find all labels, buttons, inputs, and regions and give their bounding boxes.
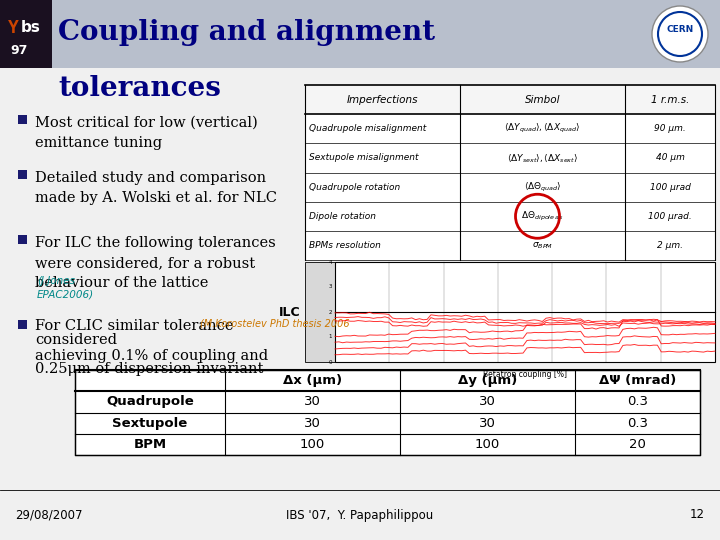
Text: $\langle\Delta Y_{sext}\rangle, \langle\Delta X_{sext}\rangle$: $\langle\Delta Y_{sext}\rangle, \langle\… bbox=[507, 152, 578, 164]
Text: (M.Korostelev PhD thesis 2006: (M.Korostelev PhD thesis 2006 bbox=[200, 319, 350, 329]
FancyBboxPatch shape bbox=[305, 262, 335, 362]
Text: For CLIC similar tolerance: For CLIC similar tolerance bbox=[35, 319, 233, 333]
Text: bs: bs bbox=[21, 21, 41, 36]
Text: BPM: BPM bbox=[133, 438, 166, 451]
Text: Dipole rotation: Dipole rotation bbox=[309, 212, 376, 221]
Text: BPMs resolution: BPMs resolution bbox=[309, 241, 381, 250]
Text: 2 μm.: 2 μm. bbox=[657, 241, 683, 250]
Text: Most critical for low (vertical)
emittance tuning: Most critical for low (vertical) emittan… bbox=[35, 116, 258, 150]
Text: Imperfections: Imperfections bbox=[347, 94, 418, 105]
Text: 90 μm.: 90 μm. bbox=[654, 124, 686, 133]
Text: (J.Jones
EPAC2006): (J.Jones EPAC2006) bbox=[37, 276, 94, 300]
FancyBboxPatch shape bbox=[0, 0, 720, 68]
Text: 3: 3 bbox=[328, 285, 332, 289]
Text: achieving 0.1% of coupling and: achieving 0.1% of coupling and bbox=[35, 349, 268, 363]
Text: Simbol: Simbol bbox=[525, 94, 560, 105]
Text: tolerances: tolerances bbox=[58, 75, 221, 102]
Text: Y: Y bbox=[8, 19, 19, 37]
Text: 4: 4 bbox=[328, 260, 332, 265]
Text: 0.3: 0.3 bbox=[627, 395, 648, 408]
Text: Sextupole: Sextupole bbox=[112, 417, 188, 430]
Text: ILC: ILC bbox=[279, 306, 300, 319]
FancyBboxPatch shape bbox=[75, 370, 700, 455]
Text: 12: 12 bbox=[690, 509, 705, 522]
Text: CERN: CERN bbox=[667, 25, 693, 35]
Text: Sextupole misalignment: Sextupole misalignment bbox=[309, 153, 418, 163]
Text: Betatron coupling [%]: Betatron coupling [%] bbox=[483, 370, 567, 379]
Text: considered: considered bbox=[35, 333, 117, 347]
Text: $\langle\Delta\Theta_{quad}\rangle$: $\langle\Delta\Theta_{quad}\rangle$ bbox=[523, 180, 562, 194]
FancyBboxPatch shape bbox=[305, 85, 715, 260]
Text: 0: 0 bbox=[328, 360, 332, 365]
Text: 20: 20 bbox=[629, 438, 646, 451]
Text: Detailed study and comparison
made by A. Wolski et al. for NLC: Detailed study and comparison made by A.… bbox=[35, 171, 277, 205]
Text: 40 μm: 40 μm bbox=[656, 153, 685, 163]
FancyBboxPatch shape bbox=[18, 170, 27, 179]
Text: Quadrupole misalignment: Quadrupole misalignment bbox=[309, 124, 426, 133]
Text: 1 r.m.s.: 1 r.m.s. bbox=[651, 94, 689, 105]
Text: Quadrupole: Quadrupole bbox=[106, 395, 194, 408]
FancyBboxPatch shape bbox=[18, 115, 27, 124]
Text: 30: 30 bbox=[479, 395, 496, 408]
Text: 30: 30 bbox=[304, 417, 321, 430]
Circle shape bbox=[652, 6, 708, 62]
Text: For ILC the following tolerances
were considered, for a robust
behaviour of the : For ILC the following tolerances were co… bbox=[35, 236, 276, 290]
Text: Δy (μm): Δy (μm) bbox=[458, 374, 517, 387]
Text: IBS '07,  Y. Papaphilippou: IBS '07, Y. Papaphilippou bbox=[287, 509, 433, 522]
Text: 2: 2 bbox=[328, 309, 332, 314]
Text: 100: 100 bbox=[475, 438, 500, 451]
Text: 97: 97 bbox=[10, 44, 27, 57]
Text: ΔΨ (mrad): ΔΨ (mrad) bbox=[599, 374, 676, 387]
Text: $\Delta\Theta_{dipole\,as}$: $\Delta\Theta_{dipole\,as}$ bbox=[521, 210, 564, 223]
Text: 30: 30 bbox=[479, 417, 496, 430]
Text: $\sigma_{BPM}$: $\sigma_{BPM}$ bbox=[532, 240, 553, 251]
Text: 30: 30 bbox=[304, 395, 321, 408]
Text: 100 μrad: 100 μrad bbox=[649, 183, 690, 192]
FancyBboxPatch shape bbox=[18, 235, 27, 244]
Text: 0.25μm of dispersion invariant: 0.25μm of dispersion invariant bbox=[35, 362, 264, 376]
Text: Quadrupole rotation: Quadrupole rotation bbox=[309, 183, 400, 192]
Text: 29/08/2007: 29/08/2007 bbox=[15, 509, 83, 522]
Text: Coupling and alignment: Coupling and alignment bbox=[58, 18, 435, 45]
Text: 1: 1 bbox=[328, 334, 332, 340]
Text: Δx (μm): Δx (μm) bbox=[283, 374, 342, 387]
Text: 100: 100 bbox=[300, 438, 325, 451]
Text: $\langle\Delta Y_{quad}\rangle, \langle\Delta X_{quad}\rangle$: $\langle\Delta Y_{quad}\rangle, \langle\… bbox=[505, 122, 580, 136]
Text: 0.3: 0.3 bbox=[627, 417, 648, 430]
Text: 100 μrad.: 100 μrad. bbox=[648, 212, 692, 221]
FancyBboxPatch shape bbox=[0, 0, 52, 68]
FancyBboxPatch shape bbox=[335, 262, 715, 362]
FancyBboxPatch shape bbox=[18, 320, 27, 329]
FancyBboxPatch shape bbox=[305, 85, 715, 114]
